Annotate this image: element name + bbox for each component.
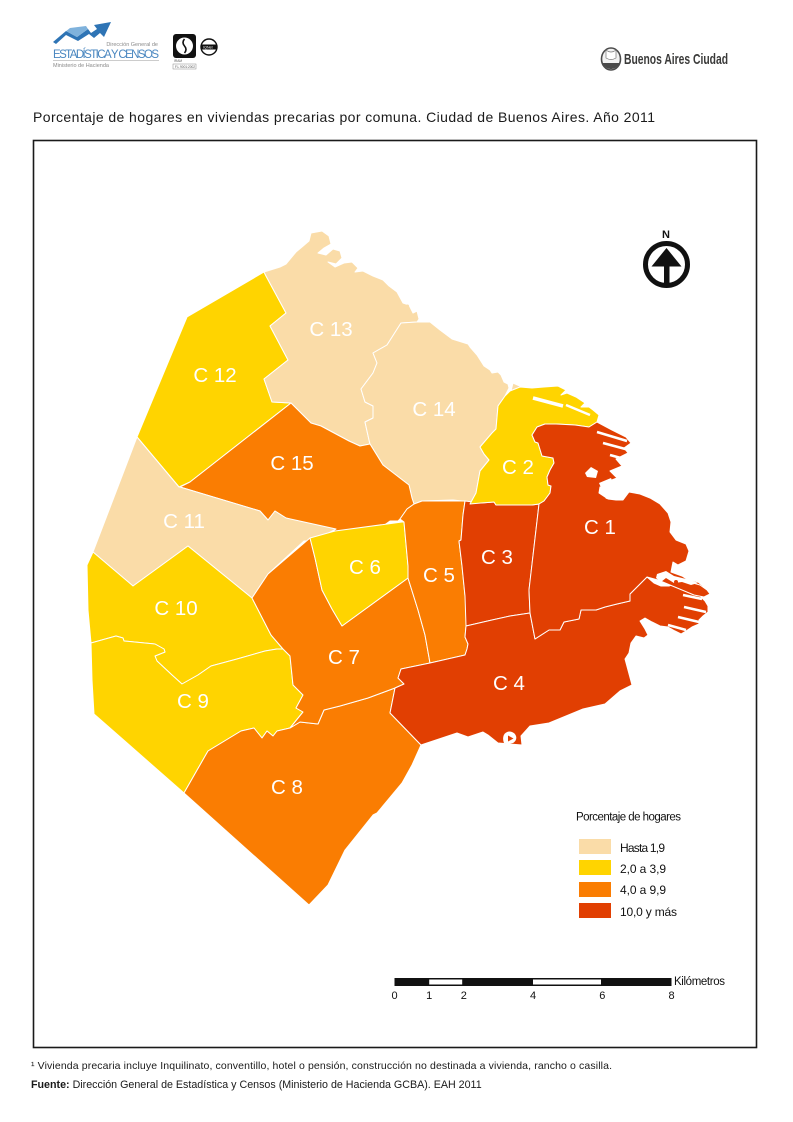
- svg-text:4,0 a 9,9: 4,0 a 9,9: [620, 883, 666, 897]
- svg-text:C 5: C 5: [423, 564, 455, 587]
- svg-text:Dirección General de: Dirección General de: [106, 42, 158, 48]
- svg-text:Buenos Aires Ciudad: Buenos Aires Ciudad: [624, 51, 728, 68]
- svg-text:Hasta 1,9: Hasta 1,9: [620, 841, 665, 855]
- svg-text:C 6: C 6: [349, 556, 381, 579]
- svg-text:C 15: C 15: [270, 452, 313, 475]
- svg-text:C 1: C 1: [584, 516, 616, 539]
- svg-text:C 13: C 13: [309, 318, 352, 341]
- svg-text:Porcentaje de hogares: Porcentaje de hogares: [576, 812, 681, 824]
- svg-text:2,0 a 3,9: 2,0 a 3,9: [620, 862, 666, 876]
- svg-text:0: 0: [391, 990, 397, 1002]
- svg-text:N: N: [662, 229, 670, 241]
- svg-text:¹ Vivienda precaria incluye In: ¹ Vivienda precaria incluye Inquilinato,…: [31, 1060, 612, 1072]
- svg-text:Kilómetros: Kilómetros: [674, 976, 725, 988]
- svg-text:ESTADÍSTICA Y CENSOS: ESTADÍSTICA Y CENSOS: [53, 48, 159, 61]
- svg-text:Ministerio de Hacienda: Ministerio de Hacienda: [53, 63, 110, 69]
- svg-text:C 3: C 3: [481, 546, 513, 569]
- svg-text:F.L 9001:2002: F.L 9001:2002: [175, 65, 195, 69]
- svg-text:C 14: C 14: [412, 398, 455, 421]
- svg-text:1: 1: [426, 990, 432, 1002]
- svg-text:C 4: C 4: [493, 672, 525, 695]
- svg-text:C 12: C 12: [193, 364, 236, 387]
- svg-text:8: 8: [668, 990, 674, 1002]
- svg-text:C 7: C 7: [328, 646, 360, 669]
- svg-text:IRAM: IRAM: [174, 59, 182, 63]
- svg-text:4: 4: [530, 990, 536, 1002]
- svg-text:2: 2: [461, 990, 467, 1002]
- svg-text:10,0 y más: 10,0 y más: [620, 905, 677, 919]
- svg-text:C 11: C 11: [163, 510, 205, 533]
- svg-text:Porcentaje de hogares en vivie: Porcentaje de hogares en viviendas preca…: [33, 109, 655, 125]
- svg-text:IQNet: IQNet: [203, 46, 212, 50]
- svg-text:6: 6: [599, 990, 605, 1002]
- svg-text:C 2: C 2: [502, 456, 534, 479]
- svg-text:Fuente: Dirección General de: Fuente: Dirección General de Estadística…: [31, 1079, 482, 1091]
- svg-text:C 10: C 10: [154, 597, 197, 620]
- svg-text:C 9: C 9: [177, 690, 209, 713]
- svg-text:C 8: C 8: [271, 776, 303, 799]
